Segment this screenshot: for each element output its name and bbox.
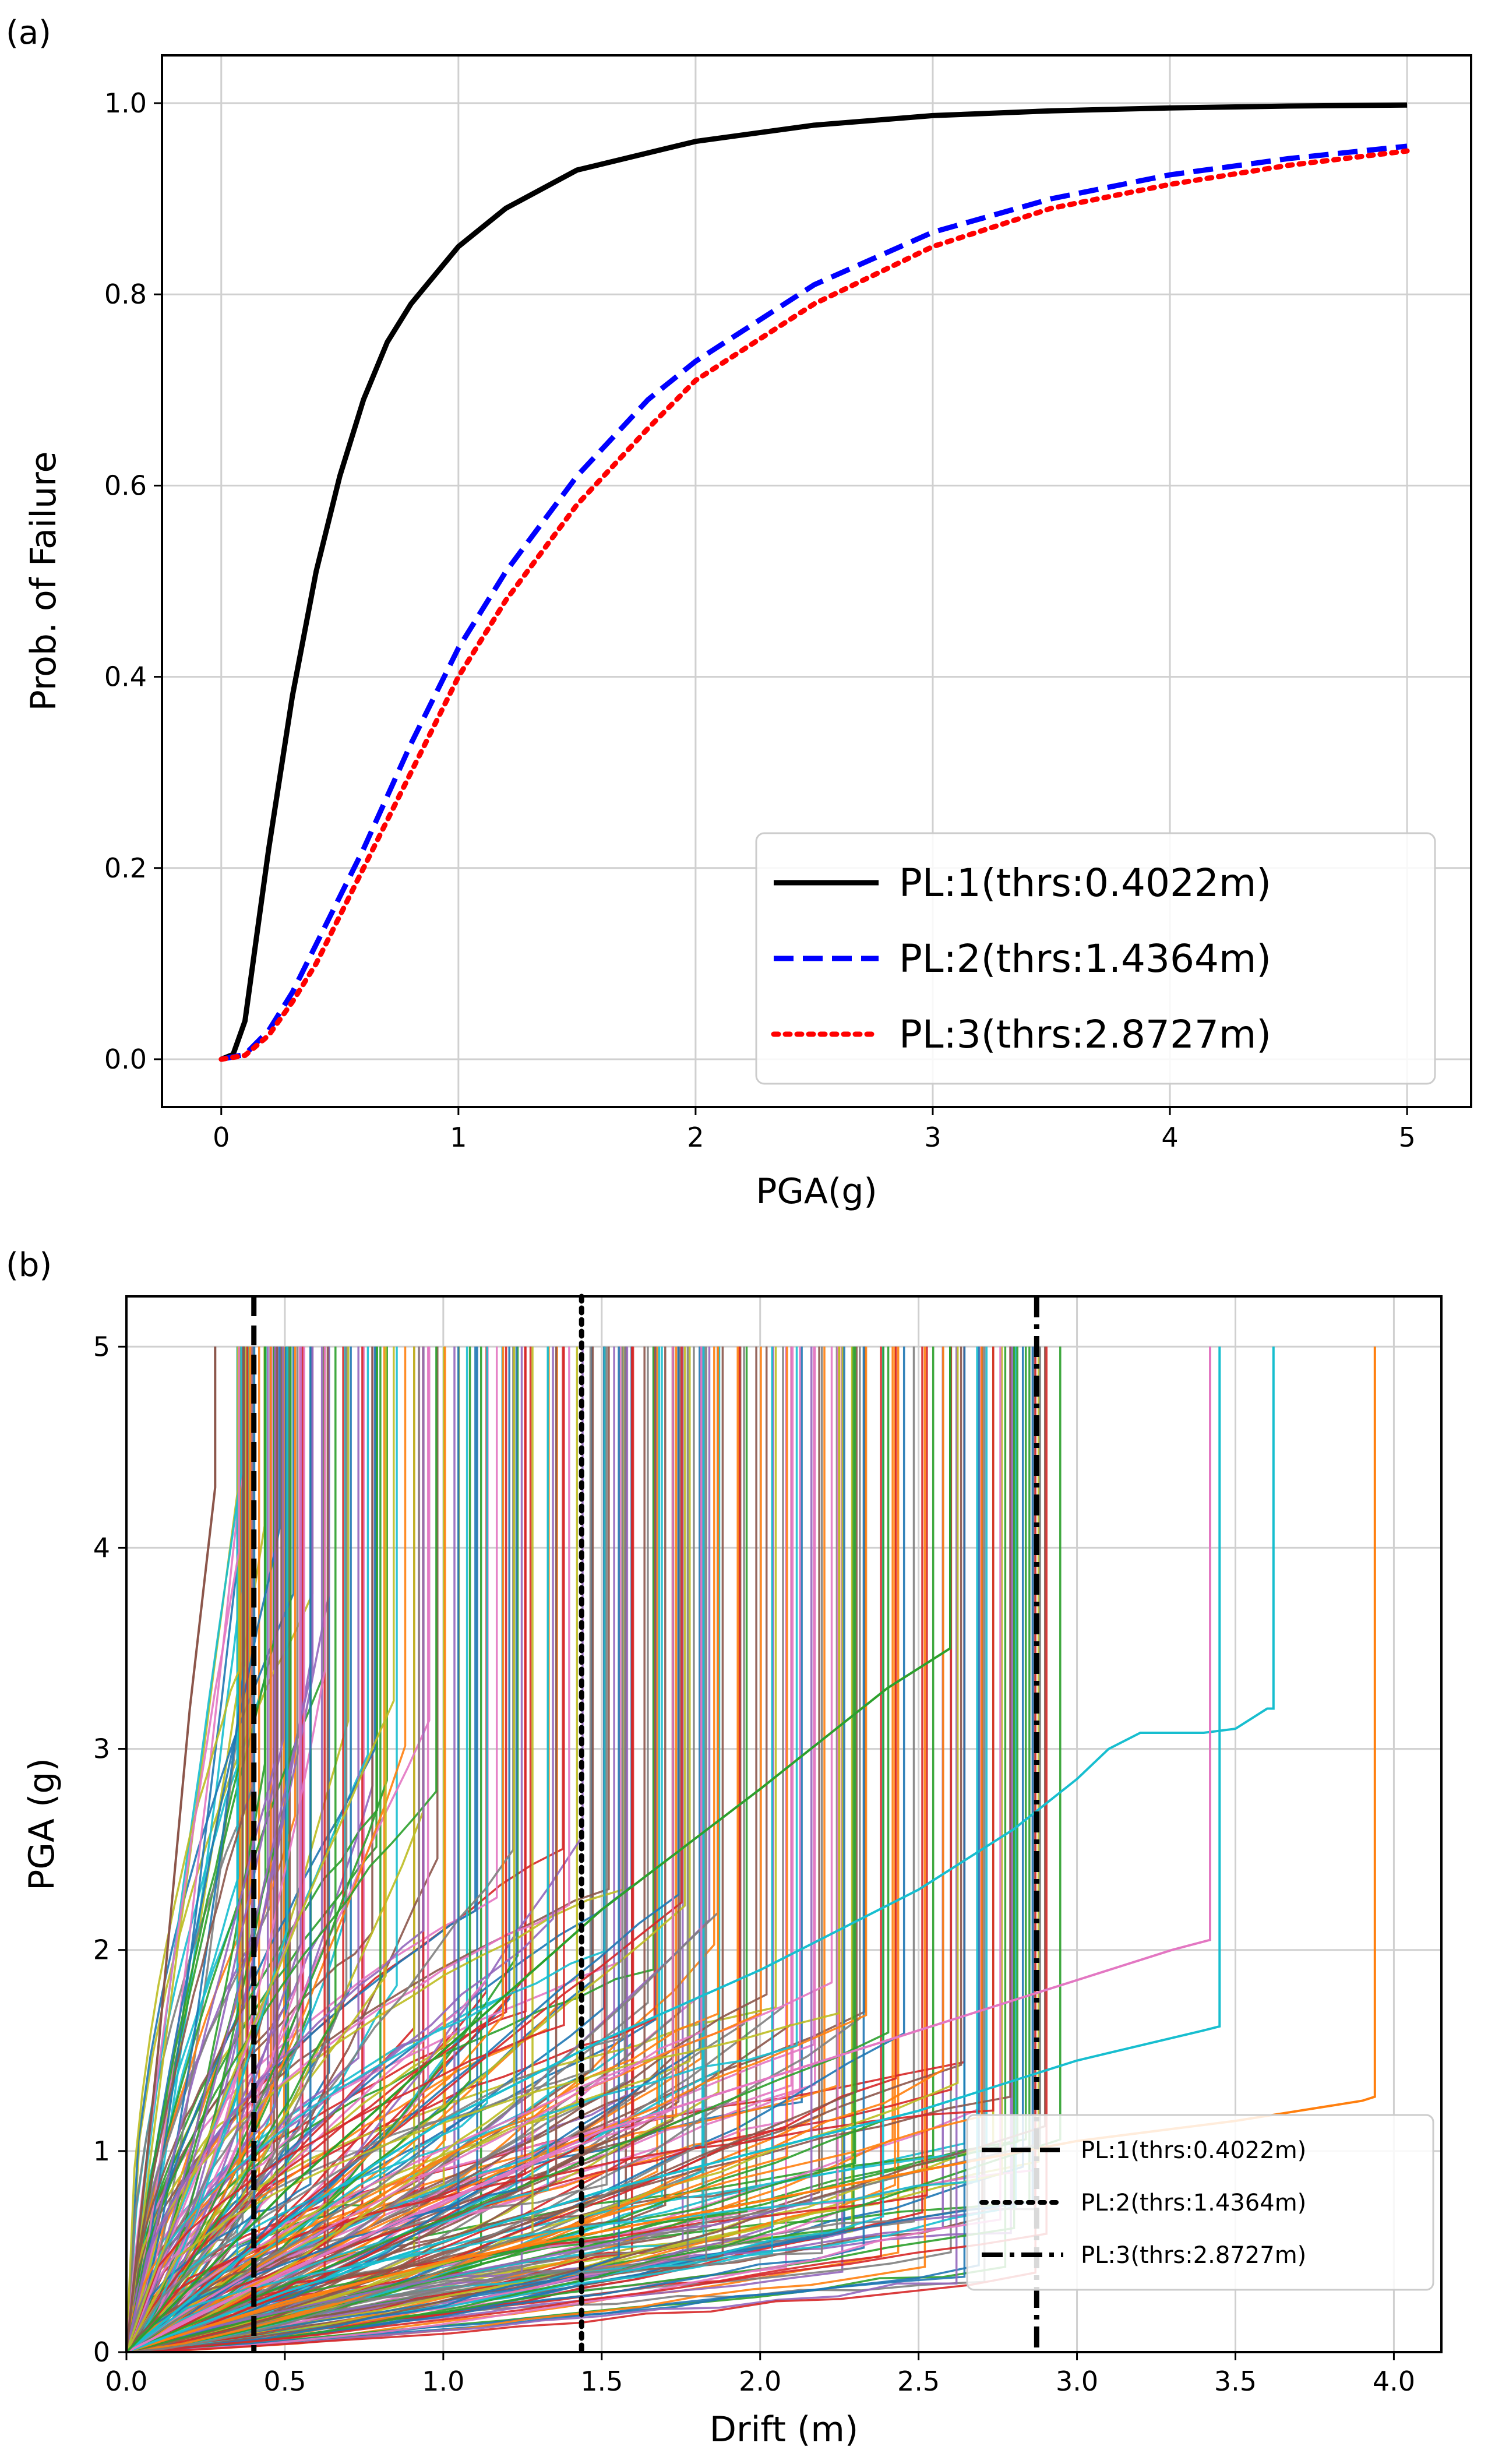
x-tick-label: 3.0: [1056, 2366, 1098, 2397]
panel-a-frame: [161, 54, 1472, 1108]
x-tick-label: 3: [924, 1122, 941, 1153]
drift-curve: [125, 1346, 240, 2353]
drift-curve: [125, 1346, 438, 2353]
panel-a-x-axis-label: PGA(g): [756, 1171, 877, 1212]
panel-b-frame: [125, 1295, 1443, 2353]
y-tick-label: 0.0: [104, 1044, 147, 1075]
legend-box: [755, 832, 1436, 1085]
panel-a-legend: PL:1(thrs:0.4022m) PL:2(thrs:1.4364m) PL:3…: [755, 832, 1436, 1085]
panel-a-series: [218, 102, 1410, 1062]
y-tick-label: 0.8: [104, 279, 147, 310]
drift-curve: [126, 1346, 890, 2353]
legend-label-pl2: PL:2(thrs:1.4364m): [1081, 2190, 1306, 2216]
drift-curve: [125, 1346, 703, 2353]
series-line-pl1: [220, 102, 1408, 1062]
panel-b-drift-curves: [125, 1346, 1376, 2353]
drift-curve: [125, 1346, 518, 2353]
panel-b-x-axis-label: Drift (m): [710, 2409, 858, 2450]
drift-curve: [125, 1346, 301, 2353]
legend-label-pl1: PL:1(thrs:0.4022m): [1081, 2137, 1306, 2164]
drift-curve: [125, 1346, 425, 2353]
y-tick-label: 0.2: [104, 852, 147, 884]
drift-curve-highlighted: [126, 1346, 1211, 2353]
drift-curve: [126, 1346, 606, 2353]
y-tick-label: 0: [93, 2336, 110, 2368]
drift-curve: [125, 1346, 314, 2353]
x-tick-label: 2.5: [897, 2366, 940, 2397]
y-tick-label: 0.4: [104, 661, 147, 693]
drift-curve: [126, 1346, 868, 2353]
y-tick-label: 4: [93, 1532, 110, 1563]
y-tick-label: 0.6: [104, 470, 147, 501]
x-tick-label: 0.5: [263, 2366, 306, 2397]
panel-a-ticks: 0 1 2 3 4 5 0.0 0.2 0.4 0.6 0.8 1.0: [104, 87, 1416, 1153]
panel-a-y-axis-label: Prob. of Failure: [23, 452, 64, 711]
x-tick-label: 0.0: [105, 2366, 147, 2397]
drift-curve: [126, 1346, 1036, 2353]
x-tick-label: 3.5: [1214, 2366, 1257, 2397]
y-tick-label: 1: [93, 2135, 110, 2167]
drift-curve-highlighted: [125, 1346, 217, 2353]
drift-curve: [126, 1346, 856, 2353]
drift-curve: [126, 1346, 1046, 2353]
drift-curve: [125, 1346, 245, 2353]
x-tick-label: 1: [450, 1122, 467, 1153]
drift-curve: [126, 1346, 813, 2353]
panel-b-y-axis-label: PGA (g): [22, 1758, 62, 1891]
legend-label-pl1: PL:1(thrs:0.4022m): [899, 861, 1271, 905]
drift-curve: [125, 1346, 606, 2353]
panel-a-grid: [162, 55, 1471, 1107]
drift-curve: [126, 1346, 719, 2353]
drift-curve: [126, 1346, 928, 2353]
legend-label-pl2: PL:2(thrs:1.4364m): [899, 936, 1271, 981]
drift-curve: [126, 1346, 584, 2353]
y-tick-label: 5: [93, 1331, 110, 1362]
drift-curve: [126, 1346, 605, 2353]
drift-curve: [126, 1346, 1048, 2353]
x-tick-label: 5: [1398, 1122, 1415, 1153]
drift-curve-highlighted: [125, 1346, 951, 2353]
drift-curve: [125, 1346, 326, 2353]
drift-curve: [125, 1346, 244, 2353]
drift-curve: [126, 1346, 983, 2353]
x-tick-label: 4.0: [1373, 2366, 1415, 2397]
panel-a-label: (a): [6, 14, 51, 52]
legend-box: [966, 2114, 1434, 2291]
drift-curve: [125, 1346, 312, 2353]
panel-b-legend: PL:1(thrs:0.4022m) PL:2(thrs:1.4364m) PL:3…: [966, 2114, 1434, 2291]
x-tick-label: 1.0: [422, 2366, 464, 2397]
drift-curve-highlighted: [126, 1346, 1376, 2353]
drift-curve: [125, 1346, 395, 2353]
panel-b-ticks: 0.0 0.5 1.0 1.5 2.0 2.5 3.0 3.5 4.0 0 1 2 3 4 5: [93, 1331, 1415, 2397]
drift-curve: [125, 1346, 833, 2353]
legend-label-pl3: PL:3(thrs:2.8727m): [1081, 2242, 1306, 2269]
drift-curve-highlighted: [126, 1346, 1221, 2353]
x-tick-label: 2.0: [739, 2366, 781, 2397]
drift-curve: [126, 1346, 1002, 2353]
y-tick-label: 1.0: [104, 87, 147, 119]
legend-label-pl3: PL:3(thrs:2.8727m): [899, 1012, 1271, 1057]
series-line-pl3: [218, 148, 1410, 1062]
drift-curve: [125, 1346, 655, 2353]
drift-curve: [125, 1346, 277, 2353]
drift-curve: [125, 1346, 337, 2353]
drift-curve: [126, 1346, 966, 2353]
drift-curve: [126, 1346, 704, 2353]
panel-b-label: (b): [6, 1246, 52, 1284]
x-tick-label: 1.5: [580, 2366, 623, 2397]
drift-curve-highlighted: [125, 1346, 1275, 2353]
drift-curve: [126, 1346, 420, 2353]
y-tick-label: 2: [93, 1934, 110, 1966]
x-tick-label: 0: [213, 1122, 230, 1153]
drift-curve: [126, 1346, 695, 2353]
y-tick-label: 3: [93, 1733, 110, 1765]
x-tick-label: 2: [687, 1122, 704, 1153]
drift-curve: [125, 1346, 592, 2353]
drift-curve: [126, 1346, 686, 2353]
x-tick-label: 4: [1161, 1122, 1178, 1153]
series-line-pl2: [220, 143, 1408, 1062]
drift-curve: [125, 1346, 314, 2353]
